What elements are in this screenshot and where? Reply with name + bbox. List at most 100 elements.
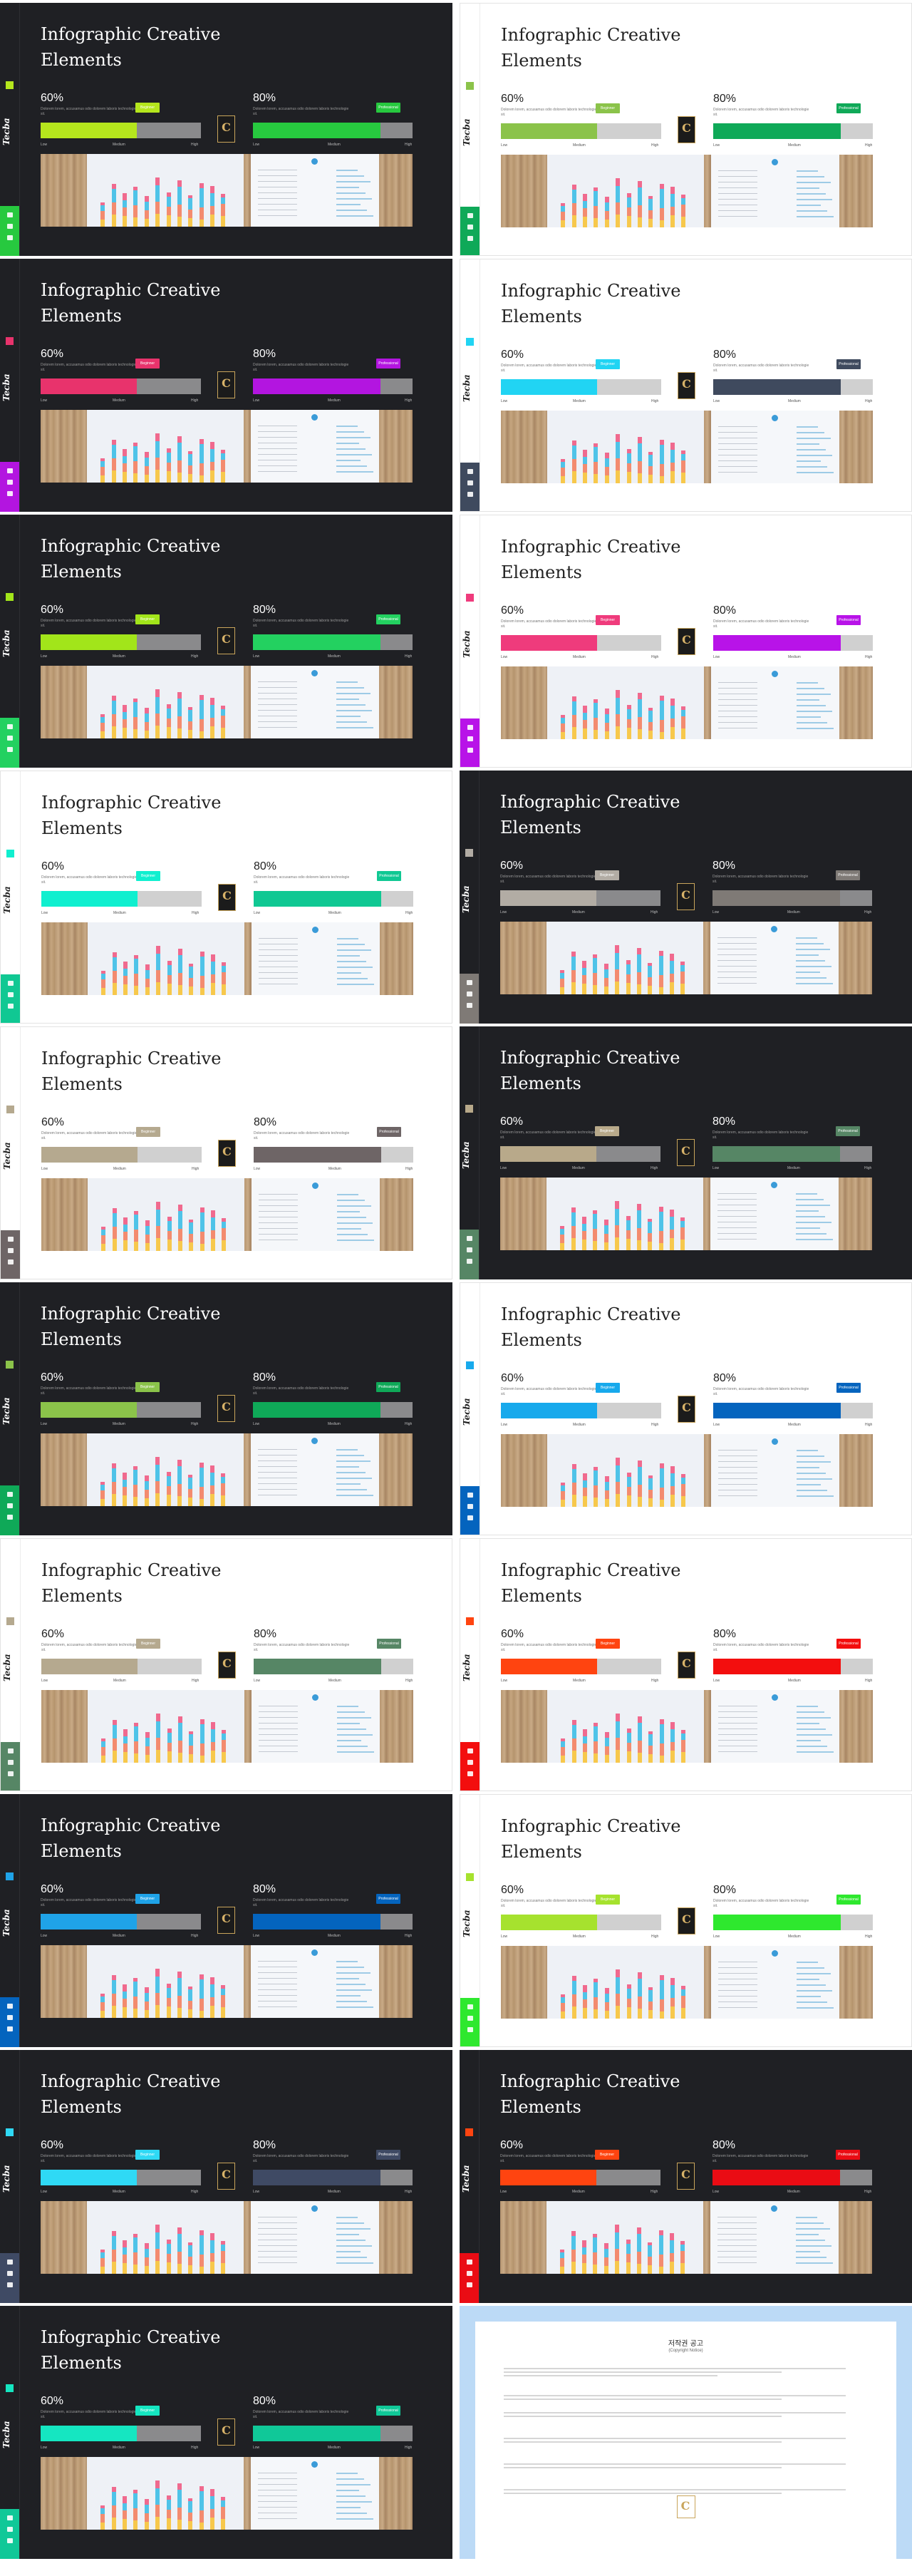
- facebook-icon[interactable]: [6, 1503, 13, 1508]
- facebook-icon[interactable]: [466, 1247, 472, 1252]
- twitter-icon[interactable]: [467, 236, 473, 241]
- mail-icon[interactable]: [7, 1748, 14, 1753]
- mail-icon[interactable]: [466, 2260, 472, 2265]
- facebook-icon[interactable]: [7, 1248, 14, 1253]
- facebook-icon[interactable]: [467, 225, 473, 230]
- slide-thumbnail[interactable]: Tecba Infographic Creative Elements 60% Dol…: [0, 771, 452, 1024]
- facebook-icon[interactable]: [467, 1504, 473, 1509]
- twitter-icon[interactable]: [6, 2026, 13, 2031]
- twitter-icon[interactable]: [6, 1515, 13, 1520]
- slide-thumbnail[interactable]: Tecba Infographic Creative Elements 60% Dol…: [460, 515, 912, 768]
- mail-icon[interactable]: [467, 1748, 473, 1753]
- mail-icon[interactable]: [7, 981, 14, 986]
- slide-thumbnail[interactable]: Tecba Infographic Creative Elements 60% Dol…: [0, 3, 452, 256]
- twitter-icon[interactable]: [6, 491, 13, 496]
- twitter-icon[interactable]: [6, 747, 13, 752]
- facebook-icon[interactable]: [6, 224, 13, 229]
- copyright-slide[interactable]: 저작권 공고 (Copyright Notice) C: [460, 2306, 912, 2559]
- twitter-icon[interactable]: [466, 2282, 472, 2287]
- chart-bar: [670, 1210, 675, 1250]
- facebook-icon[interactable]: [7, 1760, 14, 1765]
- facebook-icon[interactable]: [466, 991, 472, 996]
- slide-thumbnail[interactable]: Tecba Infographic Creative Elements 60% Dol…: [460, 259, 912, 512]
- chart-bar: [594, 699, 598, 739]
- mail-icon[interactable]: [467, 213, 473, 218]
- professional-badge: Professional: [836, 615, 861, 625]
- mail-icon[interactable]: [466, 980, 472, 985]
- slide-thumbnail[interactable]: Tecba Infographic Creative Elements 60% Dol…: [460, 3, 912, 256]
- facebook-icon[interactable]: [7, 992, 14, 997]
- mail-icon[interactable]: [6, 468, 13, 473]
- twitter-icon[interactable]: [7, 1004, 14, 1009]
- twitter-icon[interactable]: [6, 2538, 13, 2543]
- wood-texture-right: [379, 666, 413, 738]
- chart-bar: [626, 705, 631, 739]
- slide-thumbnail[interactable]: Tecba Infographic Creative Elements 60% Dol…: [0, 515, 452, 768]
- chart-bar: [155, 1457, 160, 1506]
- left-progress-bar: [500, 890, 660, 906]
- slide-title: Infographic Creative Elements: [500, 792, 680, 838]
- left-percent: 60%: [41, 860, 65, 872]
- wood-texture-left: [41, 922, 88, 995]
- mail-icon[interactable]: [466, 1236, 472, 1241]
- chart-bar: [681, 1474, 686, 1507]
- slide-thumbnail[interactable]: Tecba Infographic Creative Elements 60% Dol…: [460, 1026, 912, 1279]
- mail-icon[interactable]: [467, 2004, 473, 2009]
- mail-icon[interactable]: [6, 2260, 13, 2265]
- twitter-icon[interactable]: [7, 1771, 14, 1776]
- twitter-icon[interactable]: [467, 2027, 473, 2032]
- facebook-icon[interactable]: [6, 2271, 13, 2276]
- facebook-icon[interactable]: [6, 2527, 13, 2532]
- slide-thumbnail[interactable]: Tecba Infographic Creative Elements 60% Dol…: [0, 1026, 452, 1279]
- center-logo: C: [677, 1139, 695, 1166]
- facebook-icon[interactable]: [466, 2271, 472, 2276]
- twitter-icon[interactable]: [467, 1771, 473, 1776]
- slide-thumbnail[interactable]: Tecba Infographic Creative Elements 60% Dol…: [460, 1794, 912, 2047]
- slide-thumbnail[interactable]: Tecba Infographic Creative Elements 60% Dol…: [460, 2050, 912, 2303]
- twitter-icon[interactable]: [467, 1515, 473, 1520]
- sidebar-accent-square: [6, 1361, 14, 1369]
- copyright-paragraph-lines: [504, 2393, 867, 2402]
- slide-thumbnail[interactable]: Tecba Infographic Creative Elements 60% Dol…: [460, 1282, 912, 1535]
- facebook-icon[interactable]: [467, 736, 473, 741]
- mail-icon[interactable]: [467, 725, 473, 730]
- slide-thumbnail[interactable]: Tecba Infographic Creative Elements 60% Dol…: [0, 259, 452, 512]
- mail-icon[interactable]: [6, 2004, 13, 2009]
- slide-thumbnail[interactable]: Tecba Infographic Creative Elements 60% Dol…: [0, 2050, 452, 2303]
- mail-icon[interactable]: [6, 2515, 13, 2520]
- facebook-icon[interactable]: [467, 1760, 473, 1765]
- chart-bar: [571, 2231, 576, 2274]
- slide-thumbnail[interactable]: Tecba Infographic Creative Elements 60% Dol…: [0, 1282, 452, 1535]
- slide-thumbnail[interactable]: Tecba Infographic Creative Elements 60% Dol…: [0, 1794, 452, 2047]
- chart-bar: [177, 2227, 182, 2274]
- scale-medium-label: Medium: [573, 655, 586, 659]
- twitter-icon[interactable]: [467, 492, 473, 497]
- twitter-icon[interactable]: [466, 1259, 472, 1264]
- slide-thumbnail[interactable]: Tecba Infographic Creative Elements 60% Dol…: [460, 1538, 912, 1791]
- brand-logo-text: Tecba: [1, 1909, 11, 1937]
- left-description: Dolorem lorem, accusamus odio dolorem la…: [501, 1387, 597, 1396]
- facebook-icon[interactable]: [467, 480, 473, 485]
- chart-bar: [134, 955, 139, 995]
- slide-thumbnail[interactable]: Tecba Infographic Creative Elements 60% Dol…: [460, 771, 912, 1024]
- mail-icon[interactable]: [6, 1492, 13, 1497]
- slide-thumbnail[interactable]: Tecba Infographic Creative Elements 60% Dol…: [0, 1538, 452, 1791]
- mail-icon[interactable]: [467, 469, 473, 474]
- chart-bar: [111, 440, 116, 483]
- twitter-icon[interactable]: [7, 1259, 14, 1264]
- twitter-icon[interactable]: [466, 1003, 472, 1008]
- mail-icon[interactable]: [467, 1493, 473, 1498]
- twitter-icon[interactable]: [6, 235, 13, 240]
- twitter-icon[interactable]: [6, 2282, 13, 2287]
- screen-form: [251, 154, 379, 227]
- mail-icon[interactable]: [6, 212, 13, 217]
- mail-icon[interactable]: [7, 1237, 14, 1242]
- mail-icon[interactable]: [6, 724, 13, 729]
- facebook-icon[interactable]: [6, 480, 13, 485]
- facebook-icon[interactable]: [6, 2015, 13, 2020]
- chart-bar: [681, 195, 686, 227]
- slide-thumbnail[interactable]: Tecba Infographic Creative Elements 60% Dol…: [0, 2306, 452, 2559]
- facebook-icon[interactable]: [467, 2016, 473, 2021]
- twitter-icon[interactable]: [467, 748, 473, 753]
- facebook-icon[interactable]: [6, 736, 13, 741]
